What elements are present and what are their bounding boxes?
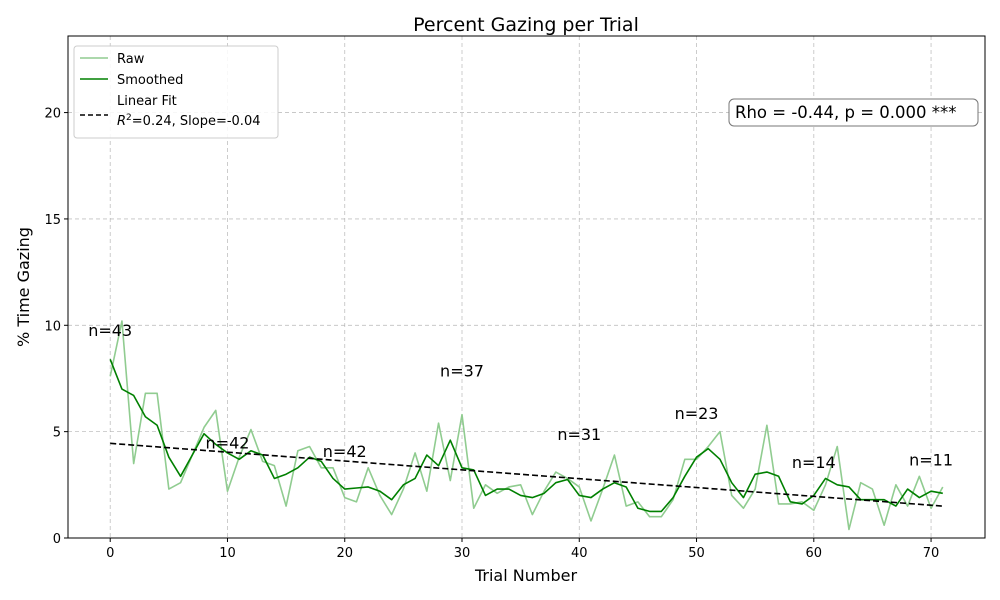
sample-size-label: n=43	[88, 321, 132, 340]
x-tick-label: 0	[106, 546, 114, 561]
legend-smoothed-label: Smoothed	[117, 73, 183, 88]
x-tick-label: 40	[571, 546, 588, 561]
sample-size-label: n=37	[440, 361, 484, 380]
x-tick-label: 30	[454, 546, 471, 561]
y-tick-label: 20	[44, 107, 61, 122]
x-tick-label: 10	[219, 546, 236, 561]
linear-fit-line	[110, 442, 943, 507]
legend-raw-label: Raw	[117, 52, 145, 67]
stats-box: Rho = -0.44, p = 0.000 ***	[728, 98, 979, 127]
x-tick-label: 50	[688, 546, 705, 561]
sample-size-label: n=42	[206, 434, 250, 453]
y-axis-label: % Time Gazing	[14, 227, 33, 347]
x-tick-label: 60	[806, 546, 823, 561]
y-tick-label: 5	[53, 426, 61, 441]
legend-fit-label-line2: R2=0.24, Slope=-0.04	[117, 113, 260, 129]
y-tick-label: 10	[44, 319, 61, 334]
y-axis-ticks: 0 5 10 15 20	[44, 107, 68, 547]
sample-size-label: n=14	[792, 453, 836, 472]
chart-title: Percent Gazing per Trial	[413, 14, 639, 36]
plot-frame	[67, 35, 986, 539]
x-tick-label: 70	[923, 546, 940, 561]
sample-size-label: n=11	[909, 451, 953, 470]
sample-size-annotations: n=43 n=42 n=42 n=37 n=31 n=23 n=14 n=11	[88, 321, 953, 472]
smoothed-series-line	[109, 359, 943, 513]
stats-box-text: Rho = -0.44, p = 0.000 ***	[735, 103, 957, 122]
series-layer	[109, 320, 944, 531]
x-axis-ticks: 0 10 20 30 40 50 60 70	[106, 538, 939, 561]
stats-box-frame	[728, 98, 979, 127]
y-tick-label: 15	[44, 213, 61, 228]
legend-fit-r2-text: =0.24, Slope=-0.04	[132, 114, 261, 129]
legend-box	[73, 45, 279, 139]
legend: Raw Smoothed Linear Fit R2=0.24, Slope=-…	[73, 45, 279, 139]
x-axis-label: Trial Number	[474, 566, 577, 585]
x-tick-label: 20	[336, 546, 353, 561]
y-tick-label: 0	[53, 532, 61, 547]
sample-size-label: n=23	[675, 404, 719, 423]
sample-size-label: n=31	[557, 425, 601, 444]
legend-fit-label-line1: Linear Fit	[117, 94, 177, 109]
sample-size-label: n=42	[323, 442, 367, 461]
